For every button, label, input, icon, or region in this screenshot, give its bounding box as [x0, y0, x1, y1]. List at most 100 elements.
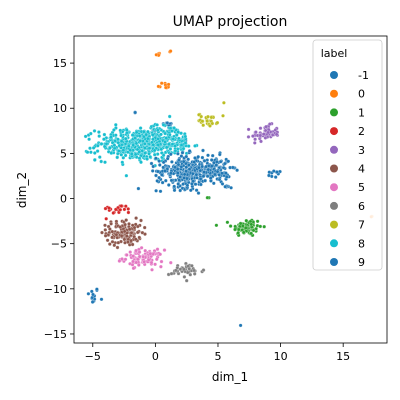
data-point: [90, 300, 95, 304]
data-point: [195, 175, 199, 180]
data-point: [91, 146, 96, 150]
x-tick-label: 15: [336, 350, 350, 363]
legend-marker: [330, 145, 338, 154]
data-point: [167, 114, 172, 119]
series-6: [166, 261, 206, 283]
data-point: [134, 248, 138, 253]
data-point: [241, 230, 246, 235]
data-point: [225, 220, 230, 225]
data-point: [259, 139, 263, 144]
data-point: [122, 229, 127, 234]
data-point: [139, 160, 143, 165]
data-point: [95, 287, 99, 292]
legend-label: 6: [358, 200, 365, 213]
legend-marker: [330, 258, 338, 266]
data-point: [141, 254, 146, 259]
data-point: [85, 150, 90, 155]
data-point: [206, 153, 210, 158]
data-point: [205, 119, 209, 123]
data-point: [202, 170, 207, 174]
data-point: [168, 49, 173, 53]
data-point: [110, 235, 114, 240]
data-point: [103, 223, 107, 228]
data-point: [186, 144, 191, 148]
data-point: [97, 134, 102, 138]
data-point: [198, 177, 203, 181]
data-point: [267, 122, 272, 126]
data-point: [89, 289, 94, 294]
data-point: [124, 128, 129, 132]
plot-frame: [73, 35, 388, 344]
data-point: [114, 232, 119, 237]
data-point: [179, 164, 184, 169]
data-point: [89, 150, 93, 155]
legend-marker: [330, 108, 338, 117]
data-point: [167, 132, 172, 137]
data-point: [186, 163, 191, 167]
data-point: [92, 158, 97, 162]
data-point: [238, 221, 243, 226]
data-point: [182, 275, 187, 279]
data-point: [226, 159, 231, 164]
series-8: [83, 114, 199, 178]
data-point: [187, 266, 192, 271]
data-point: [111, 211, 116, 215]
data-point: [124, 173, 129, 178]
data-point: [167, 142, 171, 147]
data-point: [169, 171, 173, 176]
data-point: [134, 260, 139, 265]
data-point: [254, 130, 258, 134]
data-point: [223, 184, 228, 189]
data-point: [137, 254, 142, 259]
data-point: [150, 132, 155, 137]
data-point: [190, 171, 195, 176]
data-point: [235, 168, 239, 173]
data-point: [97, 130, 101, 134]
data-point: [224, 175, 229, 179]
data-point: [220, 171, 224, 176]
data-point: [171, 137, 176, 141]
data-point: [147, 151, 151, 156]
data-point: [154, 257, 159, 262]
data-point: [126, 207, 131, 211]
data-point: [214, 223, 219, 228]
data-point: [266, 130, 270, 135]
data-point: [137, 156, 142, 161]
data-point: [124, 234, 129, 238]
legend-label: 4: [358, 163, 365, 176]
data-point: [151, 142, 156, 147]
legend-label: 1: [358, 106, 365, 119]
data-point: [177, 178, 182, 182]
data-point: [119, 233, 124, 238]
data-point: [161, 165, 166, 170]
data-point: [131, 143, 136, 148]
legend-label: 3: [358, 144, 365, 157]
data-point: [157, 159, 162, 163]
data-point: [160, 180, 165, 185]
data-point: [113, 207, 118, 212]
legend-items: -1 0 1 2 3 4 5 6 7 8 9: [330, 69, 369, 269]
legend-marker: [330, 164, 338, 173]
data-point: [121, 148, 126, 153]
data-point: [181, 146, 186, 151]
data-point: [130, 133, 135, 137]
data-point: [273, 175, 278, 179]
data-point: [91, 292, 95, 297]
data-point: [152, 148, 157, 153]
data-point: [164, 145, 169, 150]
legend-label: 2: [358, 125, 365, 138]
data-point: [155, 123, 159, 127]
data-point: [133, 152, 138, 157]
data-point: [168, 152, 173, 157]
data-point: [172, 184, 177, 189]
data-point: [127, 227, 132, 232]
data-point: [176, 130, 181, 134]
data-point: [185, 270, 190, 275]
data-point: [115, 245, 120, 250]
data-point: [132, 225, 137, 230]
data-point: [187, 149, 192, 153]
data-point: [178, 175, 183, 179]
data-point: [105, 238, 110, 243]
legend-marker: [330, 220, 338, 229]
data-point: [159, 132, 163, 137]
